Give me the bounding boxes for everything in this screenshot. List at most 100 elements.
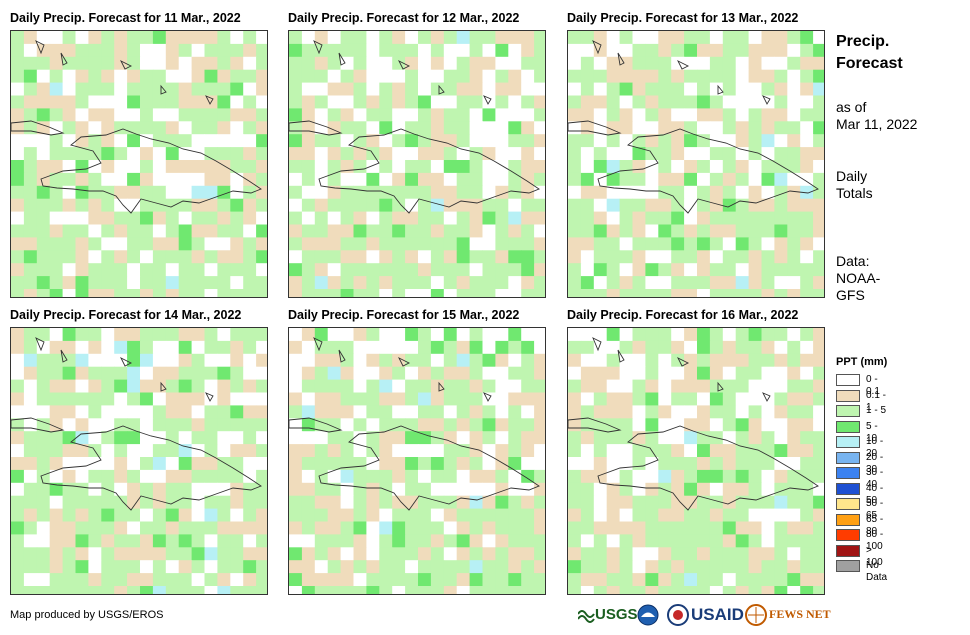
forecast-map-2 xyxy=(288,30,546,298)
panel-title-4: Daily Precip. Forecast for 14 Mar., 2022 xyxy=(10,308,242,322)
legend-title: PPT (mm) xyxy=(836,356,888,368)
legend-item: 0 - 0.1 xyxy=(836,374,887,397)
cuba-outline xyxy=(11,120,65,136)
panel-title-3: Daily Precip. Forecast for 13 Mar., 2022 xyxy=(567,11,799,25)
hispaniola-outline xyxy=(318,425,540,511)
fewsnet-logo: FEWS NET xyxy=(769,607,831,621)
legend-item: No Data xyxy=(836,560,887,583)
hispaniola-outline xyxy=(597,425,819,511)
legend-swatch xyxy=(836,420,860,433)
usaid-logo: USAID xyxy=(691,605,744,624)
legend-swatch xyxy=(836,436,860,448)
legend-label: 80 - 100 xyxy=(866,529,884,552)
panel-title-2: Daily Precip. Forecast for 12 Mar., 2022 xyxy=(288,11,520,25)
legend-item: 30 - 40 xyxy=(836,467,887,490)
panel-title-6: Daily Precip. Forecast for 16 Mar., 2022 xyxy=(567,308,799,322)
bahamas-outline xyxy=(313,40,323,55)
legend-item: 80 - 100 xyxy=(836,529,887,552)
legend-swatch xyxy=(836,451,860,464)
legend-item: 10 - 20 xyxy=(836,436,887,459)
bahamas-outline xyxy=(717,381,724,392)
map-canvas-6 xyxy=(568,328,824,594)
legend-item: 0.1 - 1 xyxy=(836,389,887,413)
forecast-map-1 xyxy=(10,30,268,298)
forecast-map-5 xyxy=(288,327,546,595)
legend-swatch xyxy=(836,467,860,479)
cuba-outline xyxy=(568,417,622,433)
map-credit: Map produced by USGS/EROS xyxy=(10,609,164,621)
legend-label: 0 - 0.1 xyxy=(866,374,880,397)
bahamas-outline xyxy=(313,337,323,352)
legend-swatch xyxy=(836,374,860,386)
bahamas-outline xyxy=(160,381,167,392)
bahamas-outline xyxy=(676,59,690,70)
legend-item: 50 - 65 xyxy=(836,498,887,521)
as-of-label: as of xyxy=(836,99,867,115)
hispaniola-outline xyxy=(597,128,819,214)
side-title-line1: Precip. xyxy=(836,33,890,50)
bahamas-outline xyxy=(592,337,602,352)
panel-title-1: Daily Precip. Forecast for 11 Mar., 2022 xyxy=(10,11,241,25)
bahamas-outline xyxy=(617,52,625,66)
as-of-value: Mar 11, 2022 xyxy=(836,116,918,132)
bahamas-outline xyxy=(35,40,45,55)
data-source: Data: NOAA- GFS xyxy=(836,253,880,304)
forecast-map-3 xyxy=(567,30,825,298)
legend-label: > 100 xyxy=(866,544,883,568)
side-title-line2: Forecast xyxy=(836,55,903,72)
cuba-outline xyxy=(568,120,622,136)
legend-label: 0.1 - 1 xyxy=(866,389,887,413)
hispaniola-outline xyxy=(40,128,262,214)
bahamas-outline xyxy=(205,392,214,402)
as-of-date: as of Mar 11, 2022 xyxy=(836,99,917,133)
legend-item: 40 - 50 xyxy=(836,482,887,506)
usgs-logo: USGS xyxy=(595,606,638,623)
legend-label: 50 - 65 xyxy=(866,498,884,521)
legend-item: 20 - 30 xyxy=(836,451,887,475)
legend-item: 1 - 5 xyxy=(836,405,887,421)
bahamas-outline xyxy=(35,337,45,352)
totals-label: Daily Totals xyxy=(836,168,873,202)
legend-label: 5 - 10 xyxy=(866,420,878,444)
cuba-outline xyxy=(289,417,343,433)
bahamas-outline xyxy=(717,84,724,95)
bahamas-outline xyxy=(676,356,690,367)
legend-swatch xyxy=(836,560,860,572)
hispaniola-outline xyxy=(318,128,540,214)
bahamas-outline xyxy=(483,392,492,402)
legend-swatch xyxy=(836,389,860,402)
legend-label: No Data xyxy=(866,560,888,583)
totals-line1: Daily xyxy=(836,168,868,184)
totals-line2: Totals xyxy=(836,185,873,201)
bahamas-outline xyxy=(762,392,771,402)
logo-graphics xyxy=(577,604,767,626)
cuba-outline xyxy=(11,417,65,433)
side-title: Precip. Forecast xyxy=(836,31,903,75)
bahamas-outline xyxy=(397,59,411,70)
map-canvas-4 xyxy=(11,328,267,594)
hispaniola-outline xyxy=(40,425,262,511)
map-canvas-3 xyxy=(568,31,824,297)
bahamas-outline xyxy=(438,381,445,392)
bahamas-outline xyxy=(483,95,492,105)
bahamas-outline xyxy=(205,95,214,105)
bahamas-outline xyxy=(397,356,411,367)
legend-item: 5 - 10 xyxy=(836,420,887,444)
map-canvas-2 xyxy=(289,31,545,297)
bahamas-outline xyxy=(60,349,68,363)
forecast-map-4 xyxy=(10,327,268,595)
legend-label: 40 - 50 xyxy=(866,482,884,506)
legend-swatch xyxy=(836,544,860,557)
map-canvas-5 xyxy=(289,328,545,594)
data-source-line1: Data: xyxy=(836,253,870,269)
bahamas-outline xyxy=(617,349,625,363)
legend-swatch xyxy=(836,482,860,495)
bahamas-outline xyxy=(119,356,133,367)
legend-label: 65 - 80 xyxy=(866,513,884,537)
usgs-logo-icon xyxy=(577,610,595,623)
data-source-line3: GFS xyxy=(836,287,865,303)
bahamas-outline xyxy=(592,40,602,55)
legend-item: > 100 xyxy=(836,544,887,568)
